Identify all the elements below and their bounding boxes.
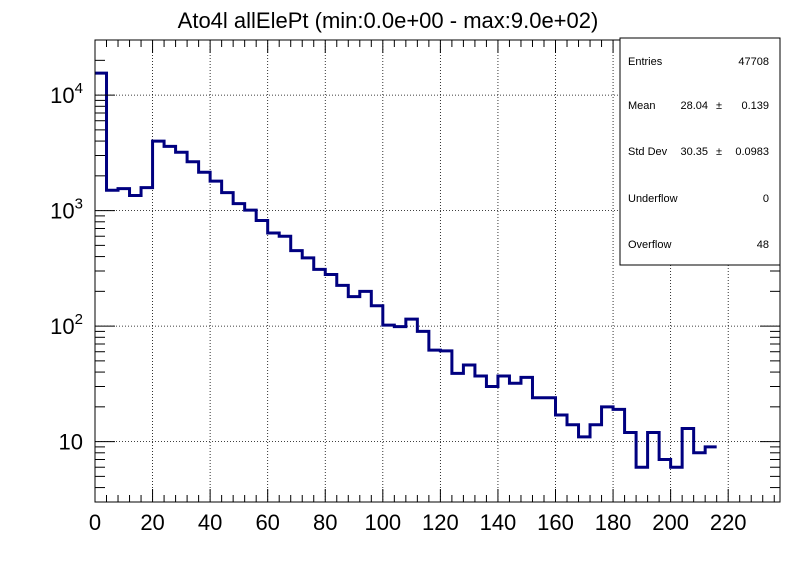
histogram-bin [440,351,452,502]
histogram-bin [705,447,717,502]
histogram-bin [417,331,429,502]
x-tick-label: 200 [652,510,689,535]
histogram-bin [498,376,510,502]
stats-entries-label: Entries [628,56,663,68]
grid-lines [94,40,780,502]
histogram-bin [233,204,245,502]
stats-stddev-pm: ± [716,146,722,158]
histogram-bin [337,285,349,502]
histogram-bin [118,189,130,502]
y-axis-tick-labels: 10 102 103 104 [50,80,83,455]
y-tick-label: 103 [50,196,83,224]
x-tick-label: 160 [537,510,574,535]
histogram-bin [429,350,441,502]
histogram-bin [682,428,694,502]
stats-mean-pm: ± [716,100,722,112]
x-tick-label: 180 [595,510,632,535]
x-tick-label: 40 [198,510,222,535]
x-tick-label: 0 [89,510,101,535]
histogram-bin [509,383,521,502]
histogram-bin [107,190,119,502]
stats-underflow-value: 0 [763,193,769,205]
histogram-bin [636,467,648,502]
stats-stddev-value: 30.35 [680,146,708,158]
histogram-bin [360,291,372,502]
stats-mean-value: 28.04 [680,100,708,112]
histogram-bin [613,409,625,502]
histogram-bin [245,210,257,502]
x-axis-tick-labels: 0 20 40 60 80 100 120 140 160 180 200 220 [89,510,747,535]
stats-box: Entries 47708 Mean 28.04 ± 0.139 Std Dev… [619,37,781,266]
histogram-bin [153,141,165,502]
histogram-bin [302,258,314,502]
y-tick-label: 104 [50,80,83,108]
histogram-bin [406,319,418,502]
histogram-outline [95,71,717,469]
stats-stddev-error: 0.0983 [735,146,769,158]
stats-underflow-label: Underflow [628,193,678,205]
y-tick-label: 102 [50,311,83,339]
histogram-bin [268,233,280,502]
stats-stddev-label: Std Dev [628,146,668,158]
histogram-bin [325,274,337,502]
histogram-bin [130,196,142,502]
stats-mean-error: 0.139 [741,100,769,112]
histogram-bin [556,415,568,502]
histogram-bin [371,306,383,502]
stats-mean-label: Mean [628,100,656,112]
histogram-series [95,71,717,503]
histogram-bin [579,437,591,502]
stats-overflow-label: Overflow [628,239,671,251]
histogram-bin [544,398,556,502]
histogram-bin [222,193,234,502]
histogram-bin [486,387,498,503]
x-tick-label: 100 [364,510,401,535]
stats-overflow-value: 48 [757,239,769,251]
histogram-bin [659,459,671,502]
histogram-bin [383,325,395,502]
histogram-bin [187,162,199,502]
histogram-bin [279,236,291,502]
histogram-bin [475,376,487,502]
histogram-bin [291,251,303,502]
x-tick-label: 140 [480,510,517,535]
x-tick-label: 20 [140,510,164,535]
y-tick-label: 10 [59,430,83,455]
x-tick-label: 220 [710,510,747,535]
histogram-bin [625,432,637,502]
histogram-bin [452,373,464,502]
histogram-bin [648,432,660,502]
stats-box-frame [619,37,781,266]
chart-title: Ato4l allElePt (min:0.0e+00 - max:9.0e+0… [178,8,599,33]
histogram-bin [176,152,188,502]
x-tick-label: 120 [422,510,459,535]
x-tick-label: 60 [255,510,279,535]
histogram-bin [567,425,579,502]
histogram-bin [532,398,544,502]
histogram-bin [314,269,326,502]
histogram-bin [602,407,614,502]
histogram-bin [95,73,107,502]
histogram-bin [210,181,222,502]
histogram-bin [463,365,475,502]
histogram-bin [694,453,706,502]
histogram-bin [141,188,153,502]
histogram-bin [199,172,211,502]
histogram-bin [590,425,602,502]
histogram-bin [671,467,683,502]
x-tick-label: 80 [313,510,337,535]
histogram-bin [348,297,360,502]
histogram-bin [394,327,406,502]
histogram-bin [164,146,176,502]
stats-entries-value: 47708 [738,56,769,68]
histogram-bin [521,377,533,502]
histogram-bin [256,221,268,502]
